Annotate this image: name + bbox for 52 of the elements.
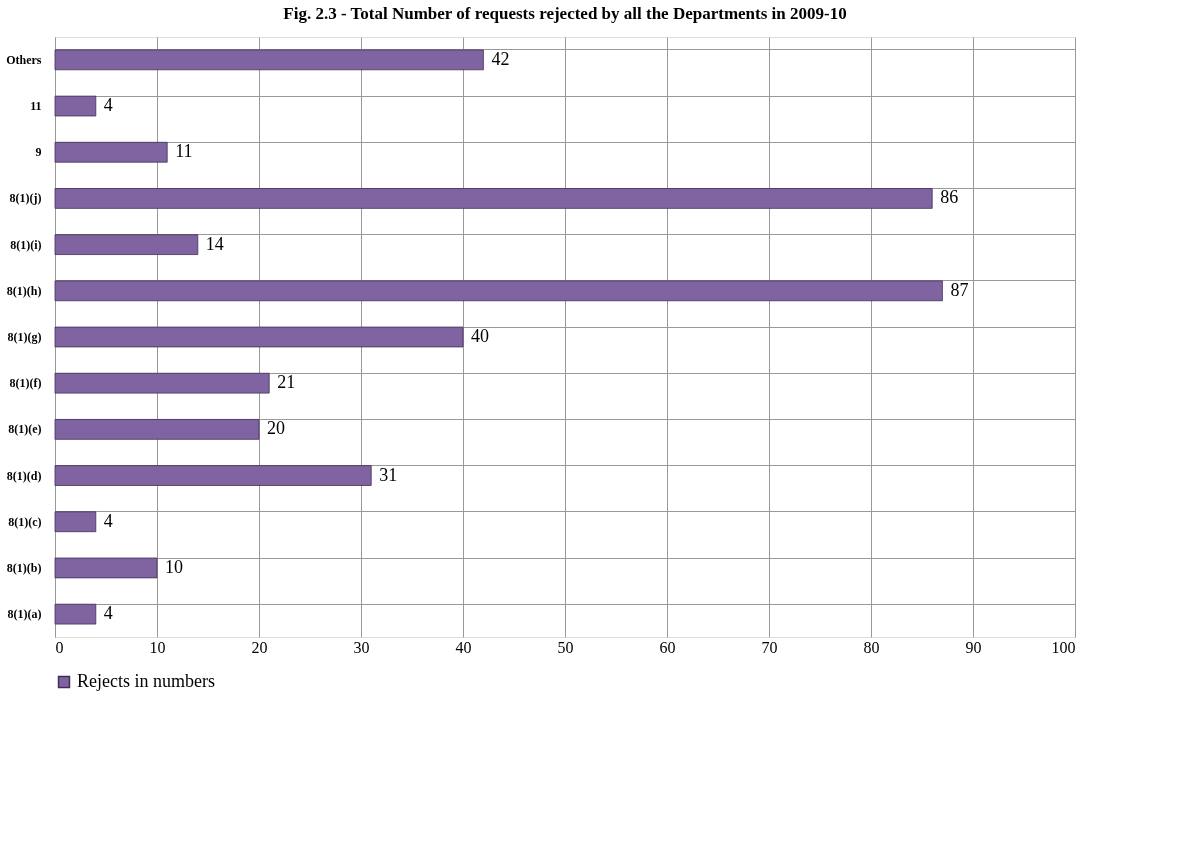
y-tick-label: 8(1)(j) — [9, 191, 42, 206]
data-label: 31 — [379, 464, 398, 485]
y-tick-label: 8(1)(b) — [6, 560, 42, 575]
data-label: 4 — [103, 510, 113, 531]
x-tick-label: 100 — [1051, 638, 1076, 656]
x-tick-label: 70 — [761, 638, 778, 656]
y-tick-label: 8(1)(d) — [6, 468, 42, 483]
x-tick-label: 30 — [353, 638, 370, 656]
data-label: 11 — [175, 141, 193, 162]
y-tick-label: 8(1)(h) — [6, 283, 42, 298]
y-tick-label: 8(1)(e) — [8, 422, 42, 437]
y-tick-label: 8(1)(f) — [9, 376, 42, 391]
y-tick-label: 8(1)(i) — [10, 237, 42, 252]
bar — [54, 188, 933, 209]
bar — [54, 419, 260, 440]
x-tick-label: 20 — [251, 638, 268, 656]
x-tick-label: 40 — [455, 638, 472, 656]
bar — [54, 511, 97, 533]
data-label: 40 — [471, 326, 489, 346]
data-label: 4 — [103, 95, 113, 116]
y-tick-label: 9 — [35, 145, 42, 160]
bar — [54, 326, 464, 348]
x-tick-label: 60 — [659, 638, 676, 656]
y-tick-label: 11 — [30, 99, 42, 114]
x-tick-label: 10 — [149, 638, 166, 656]
y-tick-label: Others — [6, 52, 42, 67]
y-tick-label: 8(1)(g) — [7, 330, 42, 344]
data-label: 20 — [267, 418, 285, 439]
y-tick-label: 8(1)(a) — [7, 607, 42, 622]
x-tick-label: 90 — [965, 638, 982, 656]
data-label: 10 — [165, 556, 183, 577]
data-label: 4 — [103, 603, 113, 624]
chart-title: Fig. 2.3 - Total Number of requests rejected by all the Departments in 2009-10 — [283, 4, 847, 23]
x-tick-label: 0 — [55, 638, 64, 656]
legend-label: Rejects in numbers — [77, 671, 215, 691]
y-tick-label: 8(1)(c) — [8, 514, 42, 529]
bar — [54, 465, 372, 486]
bar — [54, 141, 168, 163]
bar — [54, 49, 484, 71]
data-label: 87 — [950, 279, 969, 300]
bar — [54, 280, 943, 302]
data-label: 42 — [491, 48, 510, 69]
bar — [54, 557, 158, 579]
bar — [54, 372, 270, 394]
bar — [54, 234, 199, 255]
bar — [54, 603, 97, 625]
data-label: 86 — [940, 187, 959, 208]
x-tick-label: 80 — [863, 638, 880, 656]
data-label: 14 — [205, 233, 224, 254]
x-tick-label: 50 — [557, 638, 574, 656]
bar — [54, 95, 97, 117]
data-label: 21 — [277, 372, 296, 393]
